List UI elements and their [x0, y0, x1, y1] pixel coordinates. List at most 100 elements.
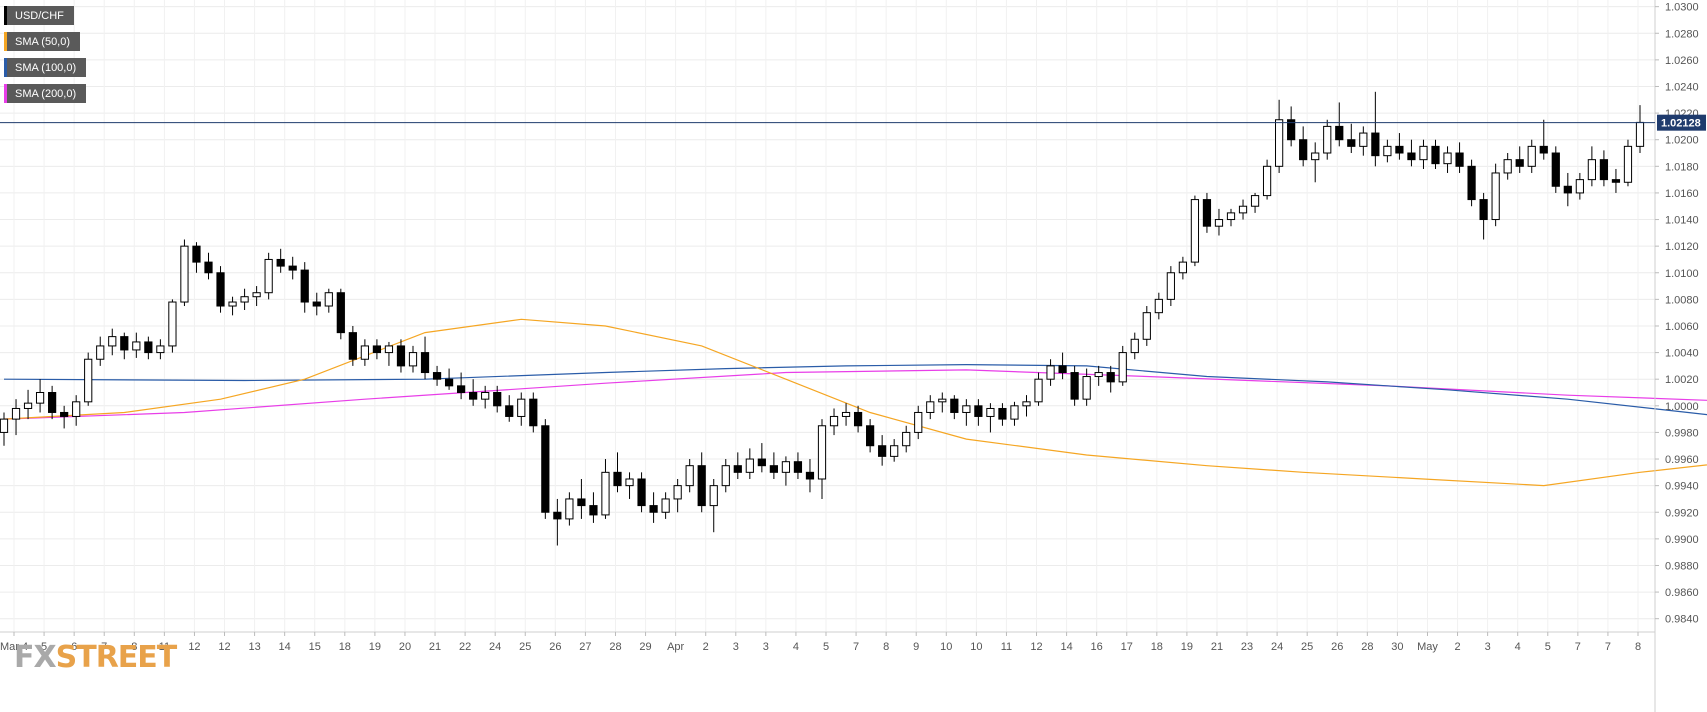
y-tick-label: 0.9980 — [1665, 427, 1699, 439]
candle — [408, 345, 418, 373]
x-tick-label: 2 — [703, 641, 709, 653]
candle — [108, 328, 117, 356]
candle-body — [204, 261, 213, 274]
candle-body — [1467, 165, 1476, 201]
y-tick-label: 1.0280 — [1665, 28, 1699, 40]
x-tick-label: May — [1417, 641, 1438, 653]
x-tick-label: 15 — [309, 641, 321, 653]
candle — [252, 286, 261, 307]
candle — [1070, 365, 1079, 406]
candle-body — [890, 445, 899, 457]
x-tick-label: Apr — [667, 641, 684, 653]
candle-body — [697, 465, 706, 507]
candle-body — [1130, 338, 1139, 354]
candle-body — [228, 301, 237, 307]
candle — [493, 385, 502, 413]
candle-body — [757, 458, 766, 467]
candle — [1238, 199, 1248, 220]
y-tick-label: 1.0060 — [1665, 321, 1699, 333]
candle — [878, 435, 887, 466]
candle-body — [1287, 119, 1296, 141]
legend-item-sma100[interactable]: SMA (100,0) — [4, 58, 87, 77]
candle — [1022, 395, 1031, 417]
candle — [769, 452, 778, 479]
candle — [589, 492, 598, 523]
legend: USD/CHF SMA (50,0) SMA (100,0) SMA (200,… — [4, 6, 87, 110]
x-tick-label: 16 — [1091, 641, 1103, 653]
x-tick-label: Mar 4 — [0, 641, 28, 653]
candle — [1407, 139, 1416, 167]
candle-body — [60, 411, 69, 417]
candle-body — [637, 478, 646, 507]
candle — [974, 399, 983, 426]
candle — [938, 392, 947, 413]
y-tick-label: 1.0180 — [1665, 161, 1699, 173]
candle-body — [1623, 145, 1633, 183]
x-tick-label: 24 — [489, 641, 501, 653]
candle — [890, 439, 899, 462]
candle-body — [252, 292, 261, 298]
legend-item-usdchf[interactable]: USD/CHF — [4, 6, 74, 25]
candle-body — [914, 411, 923, 433]
candle-body — [1034, 378, 1043, 403]
candle — [829, 408, 839, 436]
candle — [444, 368, 454, 390]
candle-body — [264, 258, 273, 294]
candle-body — [72, 401, 81, 417]
candle-body — [420, 352, 430, 374]
candle — [1515, 146, 1524, 173]
candle — [1371, 91, 1380, 167]
y-tick-label: 1.0160 — [1665, 188, 1699, 200]
candle-body — [709, 485, 718, 507]
candle-body — [517, 398, 526, 417]
candle-body — [1479, 199, 1488, 221]
y-tick-label: 1.0120 — [1665, 241, 1699, 253]
candle — [914, 405, 923, 440]
candle — [1118, 345, 1127, 386]
candle-body — [1599, 159, 1609, 181]
candle-body — [1154, 298, 1163, 314]
candle — [1395, 133, 1404, 160]
candle-body — [1106, 372, 1115, 383]
candle-body — [1070, 372, 1079, 400]
candle — [276, 248, 285, 273]
candle — [1046, 359, 1055, 386]
y-axis-ticks: 1.03001.02801.02601.02401.02201.02001.01… — [1655, 2, 1699, 626]
candle — [866, 419, 875, 453]
candle-body — [144, 341, 153, 354]
candle — [420, 336, 430, 380]
y-tick-label: 1.0240 — [1665, 81, 1699, 93]
legend-item-sma50[interactable]: SMA (50,0) — [4, 32, 81, 51]
candle — [962, 399, 971, 426]
candle-body — [998, 407, 1007, 420]
y-tick-label: 1.0200 — [1665, 135, 1699, 147]
candle-body — [841, 411, 851, 417]
candle — [902, 425, 911, 453]
x-tick-label: 26 — [549, 641, 561, 653]
candle-body — [1275, 119, 1284, 167]
candle — [1503, 153, 1512, 180]
candle-body — [589, 505, 598, 516]
x-tick-label: 18 — [339, 641, 351, 653]
candle — [120, 332, 129, 360]
candle — [180, 239, 189, 307]
x-tick-label: 7 — [1575, 641, 1581, 653]
x-tick-label: 3 — [763, 641, 769, 653]
candle — [1299, 126, 1308, 167]
candle-body — [1323, 125, 1332, 154]
candle-body — [108, 336, 117, 347]
candle — [372, 339, 382, 360]
candle-body — [1311, 152, 1320, 161]
legend-item-sma200[interactable]: SMA (200,0) — [4, 84, 87, 103]
candle — [805, 459, 815, 493]
candle-body — [938, 398, 947, 403]
candle-body — [1178, 261, 1187, 274]
x-tick-label: 23 — [1241, 641, 1253, 653]
candle-body — [1010, 405, 1019, 420]
candle-body — [457, 385, 466, 394]
candle — [1539, 119, 1548, 160]
candle — [1190, 195, 1200, 267]
x-tick-label: 5 — [823, 641, 829, 653]
y-tick-label: 1.0100 — [1665, 268, 1699, 280]
